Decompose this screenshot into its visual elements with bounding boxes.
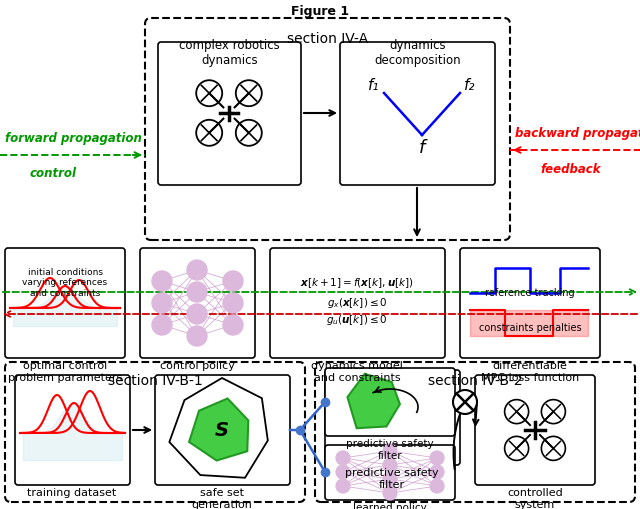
Polygon shape [348,374,400,428]
FancyBboxPatch shape [270,248,445,358]
Circle shape [336,465,350,479]
FancyBboxPatch shape [158,42,301,185]
Circle shape [152,293,172,313]
FancyBboxPatch shape [155,375,290,485]
Circle shape [152,315,172,335]
Circle shape [223,293,243,313]
Text: $g_u(\boldsymbol{u}[k]) \leq 0$: $g_u(\boldsymbol{u}[k]) \leq 0$ [326,313,388,327]
Text: backward propagation: backward propagation [515,127,640,140]
Circle shape [187,260,207,280]
Circle shape [430,451,444,465]
Text: reference tracking: reference tracking [485,288,575,298]
Text: constraints penalties: constraints penalties [479,323,581,333]
FancyBboxPatch shape [5,248,125,358]
Text: f₂: f₂ [464,77,476,93]
FancyBboxPatch shape [475,375,595,485]
FancyBboxPatch shape [15,375,130,485]
Text: control: control [30,167,77,180]
Circle shape [187,304,207,324]
Text: control policy: control policy [159,361,234,371]
Circle shape [336,451,350,465]
Text: learned policy: learned policy [353,503,427,509]
Circle shape [453,390,477,414]
Text: f: f [419,139,425,157]
FancyBboxPatch shape [460,248,600,358]
Text: Figure 1: Figure 1 [291,5,349,18]
Text: $\boldsymbol{x}[k+1] = f(\boldsymbol{x}[k],\boldsymbol{u}[k])$: $\boldsymbol{x}[k+1] = f(\boldsymbol{x}[… [300,276,414,290]
Circle shape [336,479,350,493]
Circle shape [430,479,444,493]
Circle shape [187,326,207,346]
Text: training dataset: training dataset [28,488,116,498]
Text: safe set
generation: safe set generation [191,488,252,509]
Circle shape [223,271,243,291]
Circle shape [383,444,397,458]
Text: forward propagation: forward propagation [5,132,142,145]
Text: $g_x(\boldsymbol{x}[k]) \leq 0$: $g_x(\boldsymbol{x}[k]) \leq 0$ [326,296,387,310]
FancyBboxPatch shape [140,248,255,358]
Text: feedback: feedback [540,163,600,176]
Text: section IV-B-2: section IV-B-2 [428,374,522,388]
FancyBboxPatch shape [325,370,460,465]
Text: predictive safety
filter: predictive safety filter [345,468,439,490]
Text: S: S [215,420,229,439]
Polygon shape [170,378,268,478]
Text: differentiable
MPC loss function: differentiable MPC loss function [481,361,579,383]
FancyBboxPatch shape [325,368,455,436]
Text: section IV-B-1: section IV-B-1 [108,374,202,388]
Text: complex robotics
dynamics: complex robotics dynamics [179,39,280,67]
Circle shape [223,315,243,335]
Circle shape [383,486,397,500]
Text: section IV-A: section IV-A [287,32,368,46]
FancyBboxPatch shape [325,445,455,500]
Text: predictive safety
filter: predictive safety filter [346,439,434,461]
FancyBboxPatch shape [340,42,495,185]
Text: optimal control
problem parameters: optimal control problem parameters [8,361,122,383]
Text: dynamics model
and constraints: dynamics model and constraints [311,361,403,383]
Circle shape [152,271,172,291]
Text: dynamics
decomposition: dynamics decomposition [374,39,461,67]
Circle shape [187,282,207,302]
Circle shape [430,465,444,479]
Circle shape [383,472,397,486]
Text: f₁: f₁ [368,77,380,93]
Polygon shape [189,399,248,461]
Text: controlled
system: controlled system [507,488,563,509]
Circle shape [383,458,397,472]
Text: initial conditions
varying references
and constraints: initial conditions varying references an… [22,268,108,298]
